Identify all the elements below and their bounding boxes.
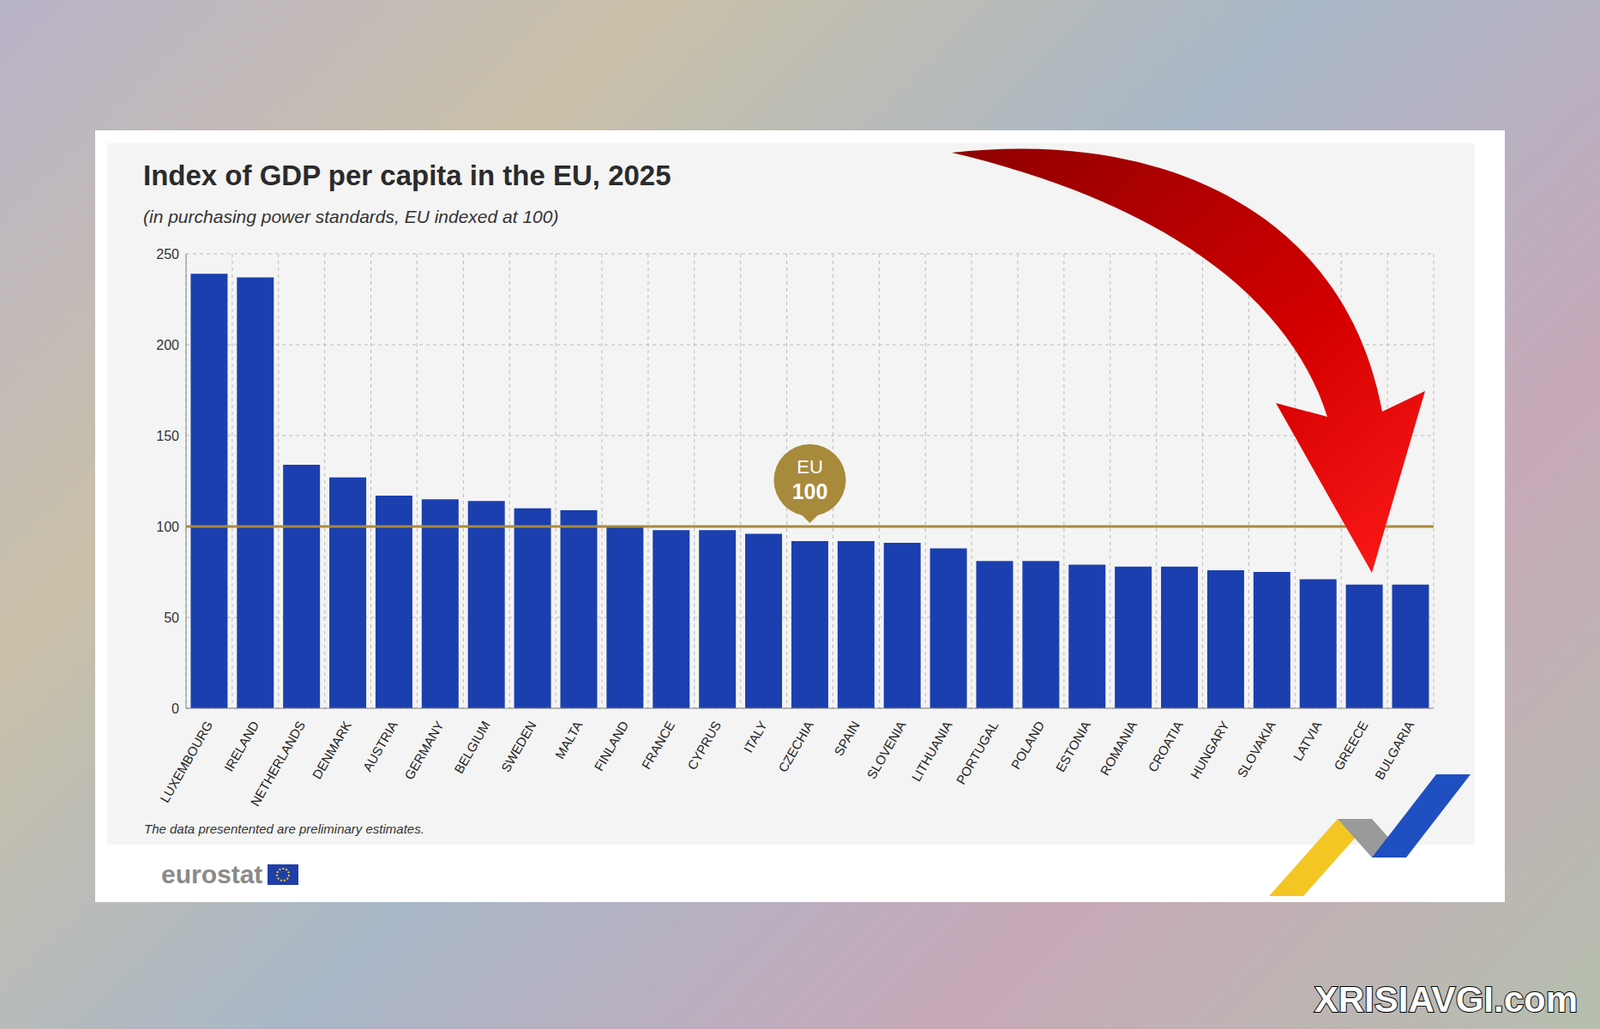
svg-text:EU: EU <box>796 456 824 478</box>
svg-text:ROMANIA: ROMANIA <box>1096 718 1140 778</box>
svg-text:HUNGARY: HUNGARY <box>1187 718 1233 782</box>
svg-text:CROATIA: CROATIA <box>1144 718 1186 775</box>
svg-text:SLOVAKIA: SLOVAKIA <box>1233 718 1278 781</box>
svg-text:SLOVENIA: SLOVENIA <box>863 718 909 782</box>
svg-text:NETHERLANDS: NETHERLANDS <box>247 718 309 809</box>
svg-text:SWEDEN: SWEDEN <box>498 718 540 776</box>
svg-text:AUSTRIA: AUSTRIA <box>360 718 401 775</box>
html-text:(in purchasing power standards: (in purchasing power standards, EU index… <box>143 206 559 227</box>
svg-text:LITHUANIA: LITHUANIA <box>908 718 956 784</box>
svg-text:POLAND: POLAND <box>1008 718 1048 772</box>
svg-text:FRANCE: FRANCE <box>638 718 679 772</box>
html-text:eurostat: eurostat <box>161 860 263 889</box>
svg-text:GREECE: GREECE <box>1330 718 1371 773</box>
svg-text:DENMARK: DENMARK <box>309 718 355 782</box>
svg-text:50: 50 <box>163 610 180 626</box>
svg-text:BELGIUM: BELGIUM <box>451 718 493 776</box>
svg-text:200: 200 <box>156 337 180 353</box>
svg-text:FINLAND: FINLAND <box>590 718 632 774</box>
svg-text:MALTA: MALTA <box>552 718 586 762</box>
svg-text:CZECHIA: CZECHIA <box>775 718 817 776</box>
html-text:The data presentented are prel: The data presentented are preliminary es… <box>144 821 425 837</box>
svg-text:100: 100 <box>156 519 180 535</box>
svg-text:250: 250 <box>156 246 180 262</box>
svg-text:IRELAND: IRELAND <box>221 718 262 775</box>
svg-text:0: 0 <box>171 701 180 716</box>
svg-text:XRISIAVGI.com: XRISIAVGI.com <box>1314 979 1578 1020</box>
svg-text:150: 150 <box>156 428 180 444</box>
svg-text:GERMANY: GERMANY <box>401 718 447 782</box>
svg-text:PORTUGAL: PORTUGAL <box>953 718 1002 788</box>
html-text:Index of GDP per capita in the: Index of GDP per capita in the EU, 2025 <box>143 159 672 192</box>
svg-text:BULGARIA: BULGARIA <box>1371 718 1418 782</box>
svg-text:100: 100 <box>792 479 829 504</box>
svg-text:CYPRUS: CYPRUS <box>684 718 724 773</box>
svg-text:LATVIA: LATVIA <box>1290 718 1325 764</box>
svg-text:ESTONIA: ESTONIA <box>1052 718 1095 775</box>
svg-text:SPAIN: SPAIN <box>830 718 863 759</box>
svg-text:LUXEMBOURG: LUXEMBOURG <box>156 718 216 806</box>
svg-text:ITALY: ITALY <box>740 718 770 756</box>
